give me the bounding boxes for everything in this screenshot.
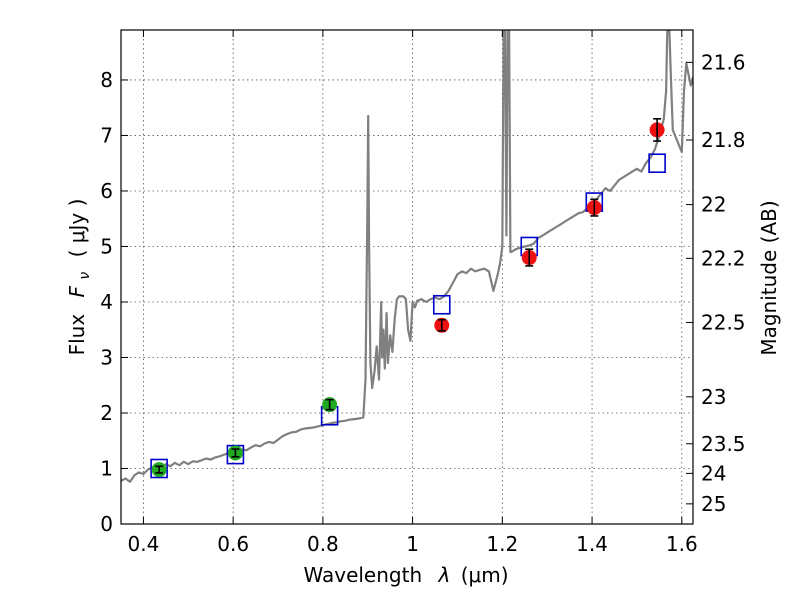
y-tick-label: 4: [100, 290, 113, 314]
y2-tick-label: 21.6: [701, 50, 746, 74]
x-tick-label: 0.6: [217, 532, 249, 556]
y2-tick-label: 22.2: [701, 246, 746, 270]
y2-tick-label: 23: [701, 385, 726, 409]
y-axis-label-symbol: F: [65, 285, 89, 297]
y-tick-label: 7: [100, 123, 113, 147]
x-tick-label: 1.2: [486, 532, 518, 556]
y2-tick-label: 21.8: [701, 128, 746, 152]
y-tick-label: 6: [100, 179, 113, 203]
y-axis-label-text: Flux: [65, 314, 89, 356]
y-tick-label: 3: [100, 345, 113, 369]
y2-tick-label: 22: [701, 193, 726, 217]
y2-tick-label: 22.5: [701, 310, 746, 334]
x-axis-label: Wavelength λ (μm): [303, 563, 508, 587]
y2-tick-label: 25: [701, 492, 726, 516]
y-tick-label: 1: [100, 456, 113, 480]
y-axis-label-subscript: ν: [77, 272, 93, 280]
x-axis-label-text: Wavelength: [303, 563, 422, 587]
x-axis-label-symbol: λ: [438, 563, 451, 587]
x-tick-label: 1.4: [576, 532, 608, 556]
y-axis-ticks: 0 1 2 3 4 5 6 7 8: [100, 68, 128, 536]
y2-axis-label: Magnitude (AB): [757, 200, 781, 355]
y-tick-label: 8: [100, 68, 113, 92]
x-axis-ticks: 0.4 0.6 0.8 1 1.2 1.4 1.6: [128, 30, 698, 556]
model-photometry-square: [150, 458, 168, 479]
y2-tick-label: 24: [701, 461, 726, 485]
marker-layer: [150, 118, 666, 479]
x-tick-label: 1.6: [666, 532, 698, 556]
model-photometry-square: [648, 153, 666, 174]
x-tick-label: 0.8: [307, 532, 339, 556]
y-axis-label-units: ( μJy ): [65, 199, 89, 258]
plot-frame: [120, 29, 694, 525]
y-axis-label: Flux F ν ( μJy ): [65, 199, 94, 356]
grid: [121, 30, 693, 525]
y-tick-label: 0: [100, 512, 113, 536]
model-photometry-square: [432, 294, 451, 315]
y2-tick-label: 23.5: [701, 432, 746, 456]
x-tick-label: 1: [406, 532, 419, 556]
y-tick-label: 5: [100, 234, 113, 258]
x-axis-label-units: (μm): [461, 563, 509, 587]
y2-axis-ticks: 21.6 21.8 22 22.2 22.5 23 23.5 24 25: [686, 50, 746, 516]
y-tick-label: 2: [100, 401, 113, 425]
x-tick-label: 0.4: [128, 532, 160, 556]
